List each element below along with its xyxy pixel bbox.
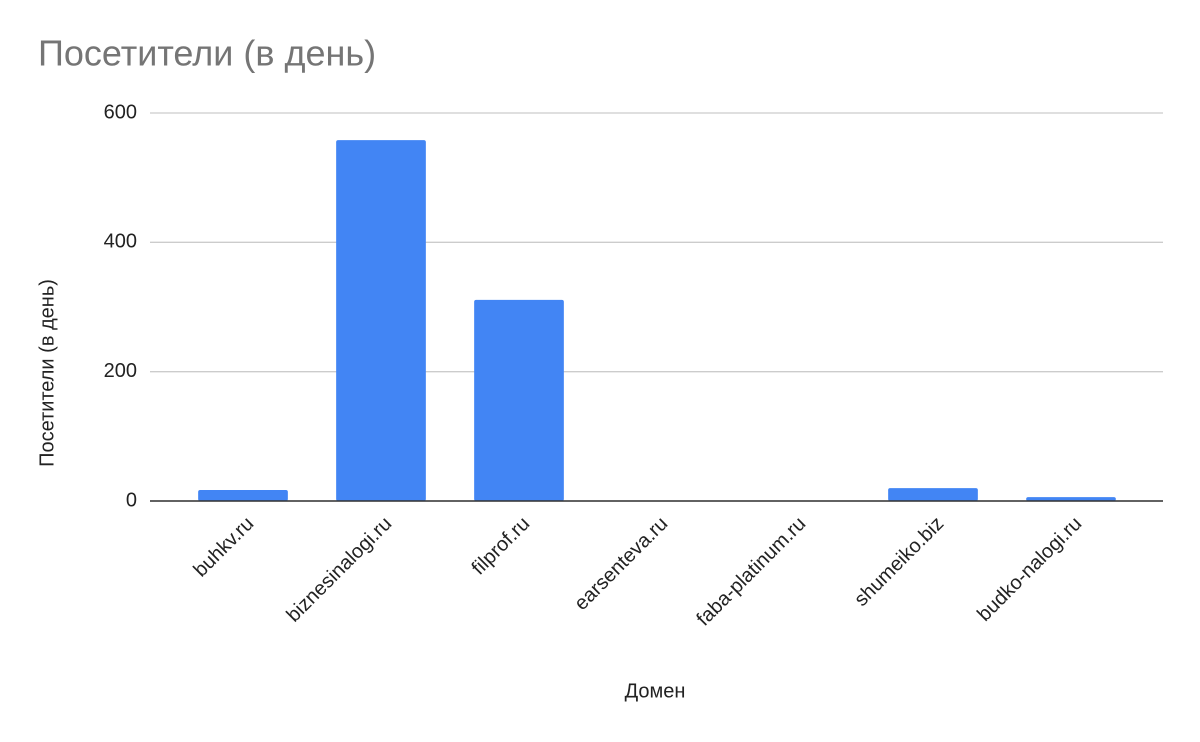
x-tick-label: buhkv.ru (190, 513, 259, 582)
y-tick-label: 400 (104, 231, 137, 253)
x-tick-label: faba-platinum.ru (693, 513, 811, 631)
bar (336, 140, 426, 501)
bar (198, 490, 288, 501)
y-axis-title: Посетители (в день) (36, 279, 58, 467)
bar (474, 299, 564, 501)
bar (888, 488, 978, 501)
bar (1026, 497, 1116, 501)
x-tick-label: biznesinalogi.ru (282, 513, 396, 627)
x-axis-title: Домен (625, 680, 686, 702)
y-tick-label: 600 (104, 101, 137, 123)
y-tick-label: 200 (104, 360, 137, 382)
x-tick-label: shumeiko.biz (850, 513, 948, 611)
x-tick-label: earsenteva.ru (570, 513, 672, 615)
y-tick-label: 0 (126, 489, 137, 511)
chart-title: Посетители (в день) (38, 33, 376, 74)
x-tick-label: filprof.ru (468, 513, 535, 580)
x-tick-label: budko-nalogi.ru (973, 513, 1086, 626)
